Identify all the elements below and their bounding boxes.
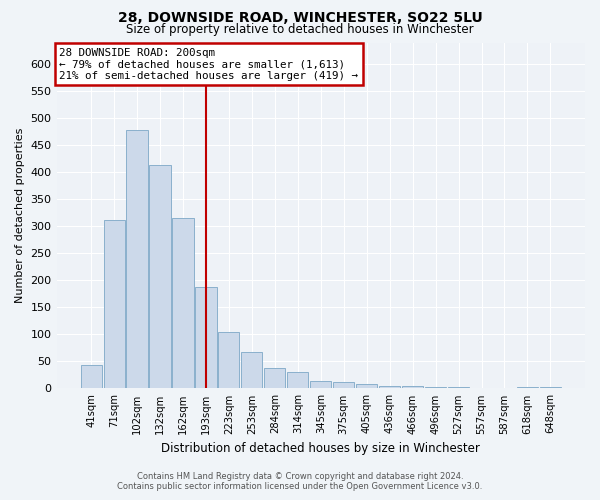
Y-axis label: Number of detached properties: Number of detached properties: [15, 128, 25, 303]
X-axis label: Distribution of detached houses by size in Winchester: Distribution of detached houses by size …: [161, 442, 480, 455]
Text: Size of property relative to detached houses in Winchester: Size of property relative to detached ho…: [126, 22, 474, 36]
Bar: [264, 368, 286, 388]
Text: 28, DOWNSIDE ROAD, WINCHESTER, SO22 5LU: 28, DOWNSIDE ROAD, WINCHESTER, SO22 5LU: [118, 11, 482, 25]
Bar: [333, 382, 354, 388]
Bar: [127, 130, 148, 388]
Bar: [287, 372, 308, 388]
Text: 28 DOWNSIDE ROAD: 200sqm
← 79% of detached houses are smaller (1,613)
21% of sem: 28 DOWNSIDE ROAD: 200sqm ← 79% of detach…: [59, 48, 358, 81]
Bar: [149, 164, 170, 388]
Bar: [310, 382, 331, 388]
Bar: [104, 220, 125, 388]
Bar: [80, 364, 101, 388]
Bar: [517, 387, 538, 388]
Bar: [196, 287, 217, 388]
Text: Contains HM Land Registry data © Crown copyright and database right 2024.
Contai: Contains HM Land Registry data © Crown c…: [118, 472, 482, 491]
Bar: [402, 386, 423, 388]
Bar: [218, 332, 239, 388]
Bar: [425, 387, 446, 388]
Bar: [356, 384, 377, 388]
Bar: [379, 386, 400, 388]
Bar: [172, 218, 194, 388]
Bar: [241, 352, 262, 389]
